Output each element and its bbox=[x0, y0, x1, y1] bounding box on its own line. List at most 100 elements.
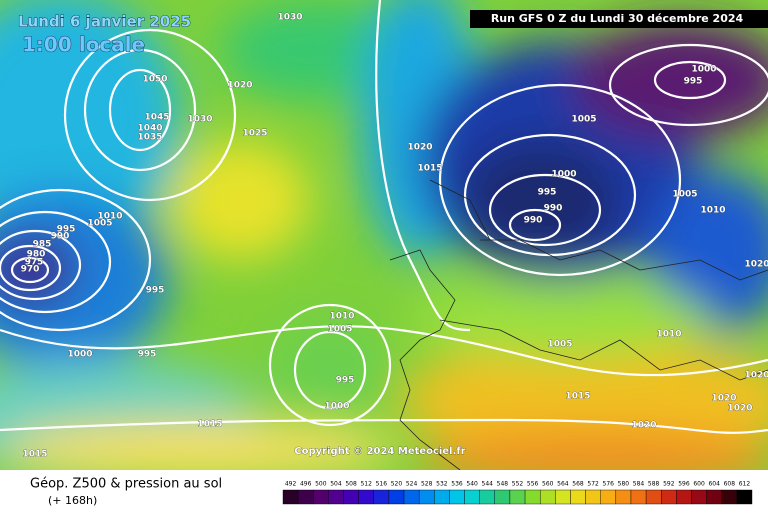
legend-swatch bbox=[464, 489, 480, 505]
legend-swatch bbox=[585, 489, 601, 505]
legend-swatch bbox=[403, 489, 420, 505]
legend-label: 524 bbox=[406, 481, 418, 488]
isobar-label: 1020 bbox=[227, 81, 252, 91]
legend-swatch bbox=[328, 489, 344, 505]
legend-label: 496 bbox=[300, 481, 312, 488]
isobar-label: 1000 bbox=[324, 402, 349, 412]
legend-label: 512 bbox=[360, 481, 372, 488]
legend-label: 592 bbox=[663, 481, 675, 488]
isobar-label: 1010 bbox=[656, 330, 681, 340]
legend-swatch bbox=[676, 489, 692, 505]
isobar-label: 1025 bbox=[242, 129, 267, 139]
legend-label: 508 bbox=[345, 481, 357, 488]
isobar-label: 995 bbox=[57, 225, 76, 235]
isobar-label: 1015 bbox=[417, 164, 442, 174]
legend-swatch bbox=[434, 489, 450, 505]
run-info: Run GFS 0 Z du Lundi 30 décembre 2024 bbox=[491, 12, 744, 25]
isobar-label: 1020 bbox=[744, 371, 768, 381]
legend-label: 552 bbox=[512, 481, 524, 488]
legend-label: 572 bbox=[587, 481, 599, 488]
legend-label: 492 bbox=[285, 481, 297, 488]
isobar-label: 980 bbox=[27, 250, 46, 260]
legend-swatch bbox=[297, 489, 314, 505]
legend-label: 584 bbox=[633, 481, 645, 488]
legend-swatch bbox=[615, 489, 632, 505]
isobar-label: 1030 bbox=[187, 115, 212, 125]
isobar-label: 1000 bbox=[67, 350, 92, 360]
isobar-label: 1020 bbox=[727, 404, 752, 414]
isobar-label: 995 bbox=[138, 350, 157, 360]
legend-swatch bbox=[494, 489, 511, 505]
run-banner bbox=[470, 10, 768, 28]
isobar-label: 1020 bbox=[711, 394, 736, 404]
isobar-label: 1050 bbox=[142, 75, 167, 85]
legend-label: 540 bbox=[466, 481, 478, 488]
isobar-label: 995 bbox=[684, 77, 703, 87]
isobar-label: 1005 bbox=[672, 190, 697, 200]
legend-label: 532 bbox=[436, 481, 448, 488]
isobar-label: 1000 bbox=[551, 170, 576, 180]
forecast-time: 1:00 locale bbox=[22, 33, 145, 57]
legend-label: 536 bbox=[451, 481, 463, 488]
legend-swatch bbox=[645, 489, 662, 505]
legend: 492 496 500 504 508 512 516 520 524 528 532 536 540 5… bbox=[282, 481, 753, 505]
coastlines bbox=[389, 179, 768, 470]
isobar-label: 1035 bbox=[137, 133, 162, 143]
isobar-label: 1020 bbox=[407, 143, 432, 153]
isobar-label: 1045 bbox=[144, 113, 169, 123]
isobar-label: 1020 bbox=[744, 260, 768, 270]
legend-label: 596 bbox=[678, 481, 690, 488]
legend-label: 600 bbox=[693, 481, 705, 488]
legend-label: 516 bbox=[376, 481, 388, 488]
isobar-label: 1000 bbox=[691, 65, 716, 75]
legend-swatch bbox=[570, 489, 586, 505]
isobar-label: 1015 bbox=[22, 450, 47, 460]
legend-label: 580 bbox=[618, 481, 630, 488]
legend-swatch bbox=[691, 489, 707, 505]
legend-label: 604 bbox=[708, 481, 720, 488]
isobar-label: 1010 bbox=[700, 206, 725, 216]
isobar-label: 1030 bbox=[277, 13, 302, 23]
legend-swatch bbox=[661, 489, 677, 505]
legend-swatch bbox=[282, 489, 299, 505]
isobar-label: 1015 bbox=[565, 392, 590, 402]
legend-label: 576 bbox=[603, 481, 615, 488]
isobar-label: 1040 bbox=[137, 124, 162, 134]
footer-title: Géop. Z500 & pression au sol bbox=[30, 477, 222, 492]
field bbox=[0, 0, 768, 470]
legend-swatch bbox=[509, 489, 526, 505]
isobar-label: 1015 bbox=[197, 420, 222, 430]
legend-label: 504 bbox=[330, 481, 342, 488]
legend-label: 556 bbox=[527, 481, 539, 488]
isobar-label: 990 bbox=[544, 204, 563, 214]
legend-swatch bbox=[313, 489, 329, 505]
legend-label: 564 bbox=[557, 481, 569, 488]
forecast-date: Lundi 6 janvier 2025 bbox=[18, 13, 191, 31]
legend-label: 568 bbox=[572, 481, 584, 488]
footer-lead: (+ 168h) bbox=[48, 494, 97, 507]
legend-swatch bbox=[721, 489, 738, 505]
isobar-label: 975 bbox=[25, 258, 44, 268]
legend-swatch bbox=[736, 489, 753, 505]
legend-label: 608 bbox=[724, 481, 736, 488]
isobar-label: 1020 bbox=[631, 421, 656, 431]
legend-swatch bbox=[343, 489, 359, 505]
legend-swatch bbox=[539, 489, 556, 505]
isobar-label: 1010 bbox=[329, 312, 354, 322]
legend-label: 528 bbox=[421, 481, 433, 488]
legend-swatch bbox=[449, 489, 465, 505]
legend-label: 612 bbox=[739, 481, 751, 488]
isobar-label: 1005 bbox=[547, 340, 572, 350]
legend-swatch bbox=[555, 489, 571, 505]
legend-swatch bbox=[418, 489, 435, 505]
copyright: Copyright © 2024 Meteociel.fr bbox=[294, 446, 465, 457]
isobar-label: 990 bbox=[524, 216, 543, 226]
isobar-label: 1005 bbox=[327, 325, 352, 335]
isobar-label: 970 bbox=[21, 265, 40, 275]
legend-swatch bbox=[630, 489, 647, 505]
legend-swatch bbox=[524, 489, 541, 505]
legend-swatch bbox=[358, 489, 374, 505]
isobar-label: 995 bbox=[146, 286, 165, 296]
